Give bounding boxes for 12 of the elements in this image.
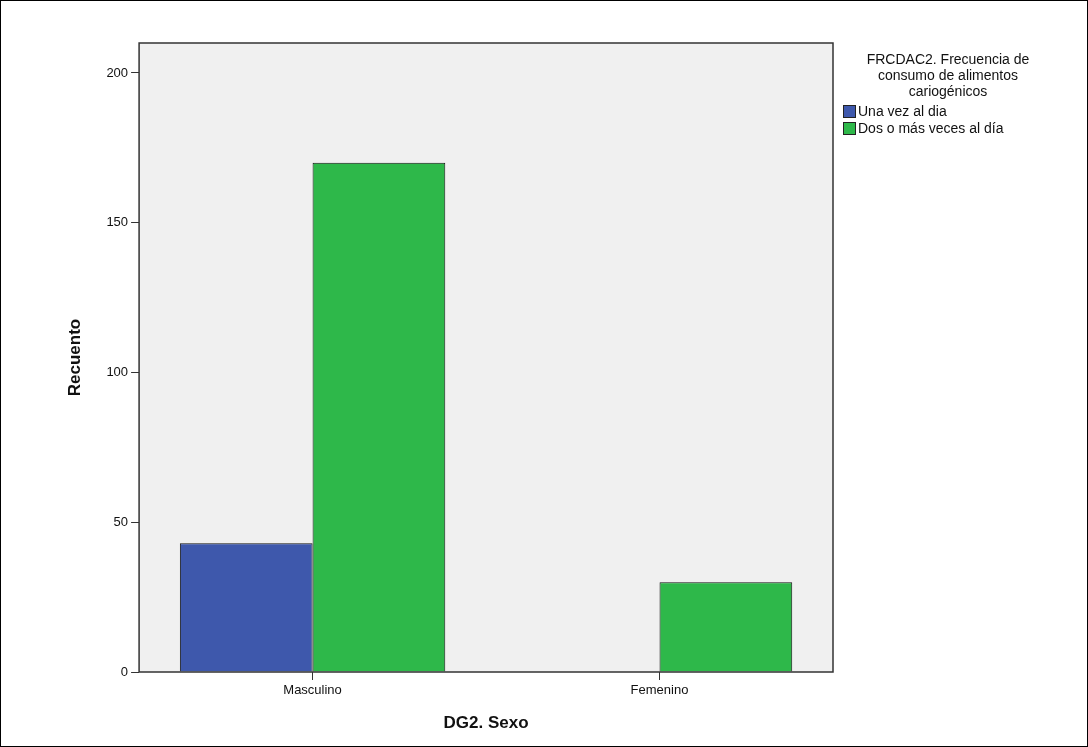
y-tick-label: 150 bbox=[106, 214, 129, 230]
legend-label: Una vez al dia bbox=[858, 103, 947, 120]
y-axis-title: Recuento bbox=[64, 318, 84, 397]
x-tick-label: Femenino bbox=[630, 682, 689, 698]
legend-title: FRCDAC2. Frecuencia de consumo de alimentos cariogénicos bbox=[865, 51, 1031, 99]
x-tick-label: Masculino bbox=[283, 682, 342, 698]
y-tick-label: 50 bbox=[113, 513, 129, 529]
y-tick-label: 200 bbox=[106, 64, 129, 80]
x-axis-title: DG2. Sexo bbox=[443, 713, 529, 733]
legend-label: Dos o más veces al día bbox=[858, 120, 1004, 137]
y-tick-label: 100 bbox=[106, 364, 129, 380]
y-tick-label: 0 bbox=[120, 663, 129, 679]
